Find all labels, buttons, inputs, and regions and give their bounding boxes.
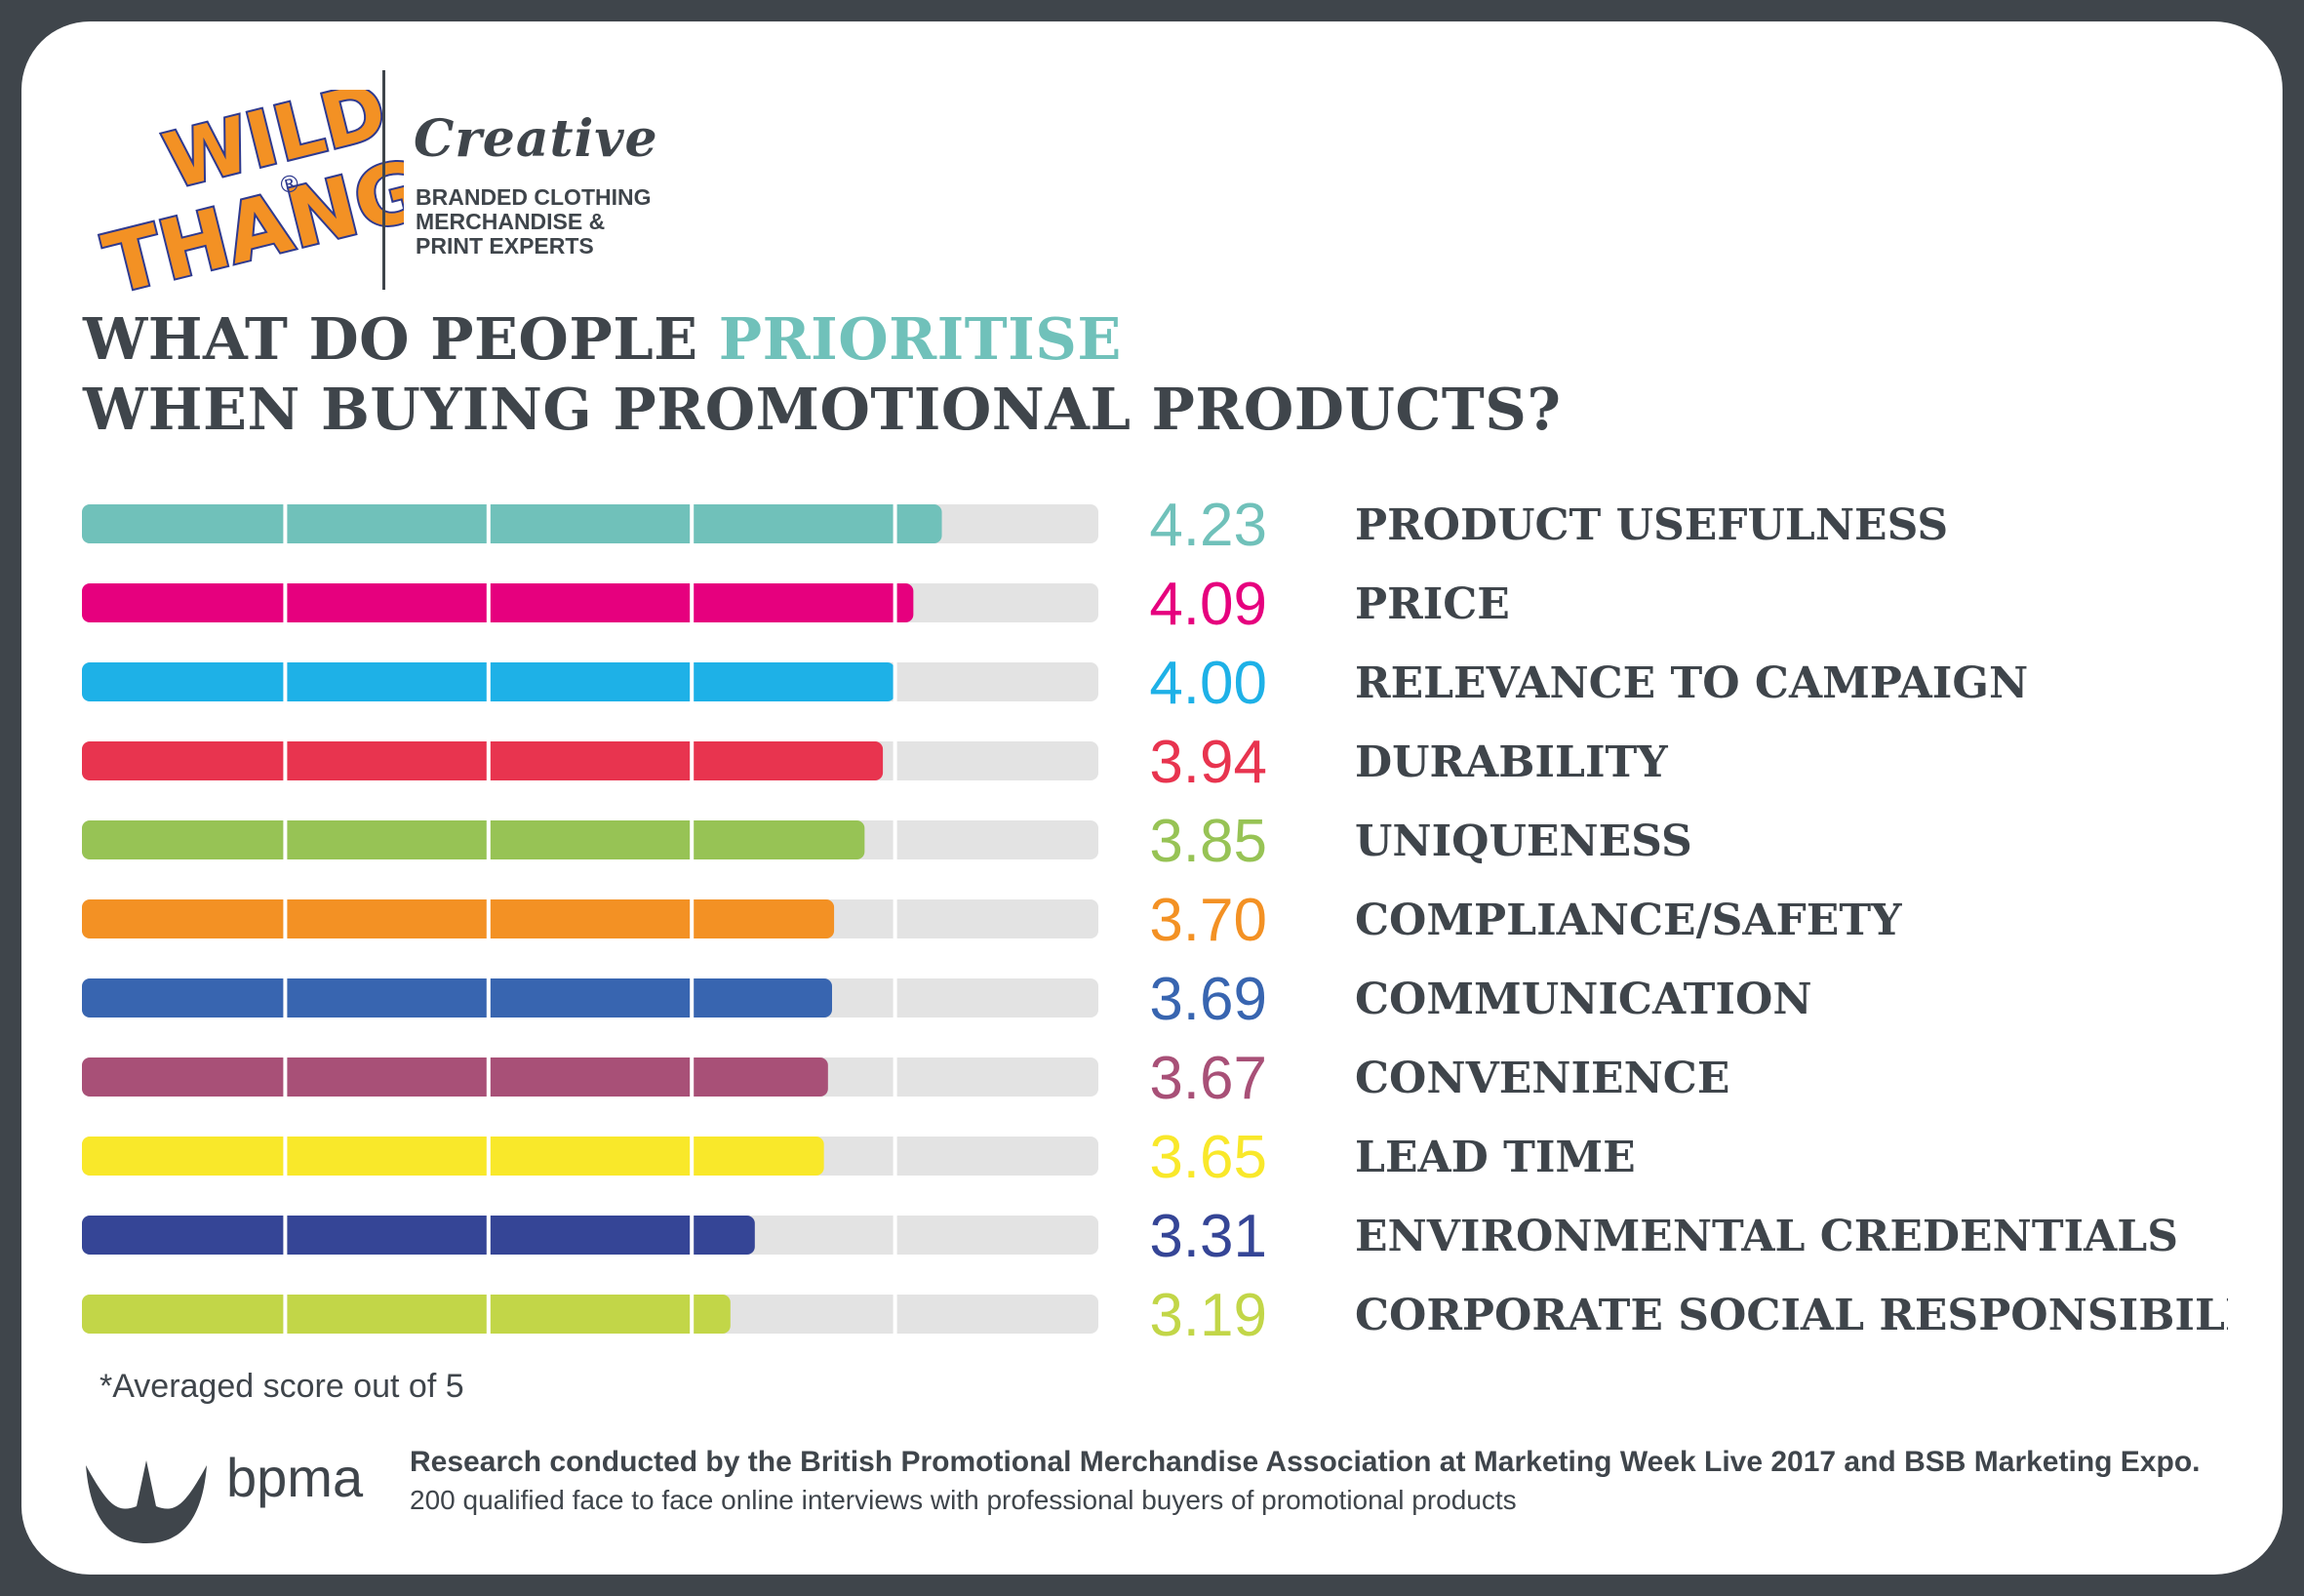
tagline-line: MERCHANDISE & (416, 209, 606, 234)
bar-segment-divider (893, 1216, 897, 1255)
bar (82, 1057, 828, 1097)
bar-segment-divider (690, 1137, 695, 1176)
bar-segment-divider (893, 1057, 897, 1097)
title-text: WHAT DO PEOPLE (83, 305, 719, 373)
value-label: 3.94 (1149, 729, 1267, 796)
bar-segment-divider (283, 820, 288, 859)
bar-segment-divider (690, 504, 695, 543)
bar-segment-divider (690, 1057, 695, 1097)
value-label: 4.09 (1149, 571, 1267, 638)
category-label: UNIQUENESS (1355, 817, 1692, 866)
chart-title: WHAT DO PEOPLE PRIORITISE WHEN BUYING PR… (83, 304, 1561, 445)
bar-segment-divider (690, 662, 695, 701)
title-accent: PRIORITISE (718, 305, 1122, 373)
bar-segment-divider (893, 741, 897, 780)
infographic-card: WILD THANG ® Creative BRANDED CLOTHING M… (21, 21, 2283, 1575)
bar-segment-divider (893, 583, 897, 622)
research-note: Research conducted by the British Promot… (410, 1446, 2263, 1516)
value-label: 3.85 (1149, 808, 1267, 875)
tagline-line: PRINT EXPERTS (416, 233, 594, 259)
bar-segment-divider (486, 899, 491, 938)
category-label: RELEVANCE TO CAMPAIGN (1355, 658, 2028, 708)
value-label: 3.69 (1149, 966, 1267, 1033)
value-label: 3.19 (1149, 1282, 1267, 1349)
bar-segment-divider (486, 1057, 491, 1097)
bar-segment-divider (486, 741, 491, 780)
bar (82, 1295, 731, 1334)
bar-segment-divider (893, 1137, 897, 1176)
bar-segment-divider (283, 1216, 288, 1255)
tagline-line: BRANDED CLOTHING (416, 184, 652, 210)
bar-segment-divider (283, 741, 288, 780)
bar-segment-divider (486, 583, 491, 622)
bar (82, 1216, 755, 1255)
bpma-logo (78, 1446, 390, 1553)
title-line-2: WHEN BUYING PROMOTIONAL PRODUCTS? (83, 376, 1562, 443)
bar-segment-divider (893, 504, 897, 543)
wild-thang-logo: WILD THANG ® (82, 90, 404, 299)
category-label: CONVENIENCE (1355, 1054, 1729, 1103)
bpma-crown-icon (86, 1460, 207, 1543)
bar-segment-divider (893, 662, 897, 701)
category-label: DURABILITY (1355, 738, 1668, 787)
bar (82, 1137, 824, 1176)
brand-tagline: BRANDED CLOTHING MERCHANDISE & PRINT EXP… (416, 185, 728, 259)
bar (82, 583, 914, 622)
category-label: PRODUCT USEFULNESS (1355, 500, 1948, 550)
category-label: PRICE (1355, 579, 1510, 629)
category-label: ENVIRONMENTAL CREDENTIALS (1355, 1212, 2178, 1261)
value-label: 3.31 (1149, 1203, 1267, 1270)
value-label: 4.00 (1149, 650, 1267, 717)
value-label: 3.70 (1149, 887, 1267, 954)
bar-segment-divider (893, 820, 897, 859)
bar (82, 899, 835, 938)
research-line-1: Research conducted by the British Promot… (410, 1446, 2201, 1478)
bar-segment-divider (690, 583, 695, 622)
footnote: *Averaged score out of 5 (99, 1368, 464, 1405)
bar-segment-divider (486, 504, 491, 543)
bar-segment-divider (486, 662, 491, 701)
bar-segment-divider (486, 1216, 491, 1255)
value-label: 4.23 (1149, 492, 1267, 559)
bar-segment-divider (690, 899, 695, 938)
bar-chart-svg: 4.23 PRODUCT USEFULNESS 4.09 PRICE 4.00 RELEV… (82, 492, 2228, 1349)
bar-segment-divider (893, 899, 897, 938)
bar-segment-divider (283, 899, 288, 938)
bar-chart: 4.23 PRODUCT USEFULNESS 4.09 PRICE 4.00 RELEV… (82, 480, 2228, 1387)
bar-segment-divider (283, 1295, 288, 1334)
bar-segment-divider (486, 1137, 491, 1176)
bar-segment-divider (283, 583, 288, 622)
research-line-2: 200 qualified face to face online interv… (410, 1485, 1517, 1515)
bpma-wordmark: bpma (226, 1447, 364, 1508)
bar (82, 741, 884, 780)
title-line-1: WHAT DO PEOPLE PRIORITISE (83, 304, 1561, 375)
bar (82, 504, 942, 543)
bar-segment-divider (690, 1216, 695, 1255)
bar-segment-divider (283, 1057, 288, 1097)
header-divider (382, 70, 385, 290)
bar-segment-divider (690, 741, 695, 780)
bar-segment-divider (283, 504, 288, 543)
bar-segment-divider (283, 1137, 288, 1176)
category-label: COMPLIANCE/SAFETY (1355, 896, 1902, 945)
bar-segment-divider (690, 1295, 695, 1334)
bar-segment-divider (893, 978, 897, 1017)
bar-segment-divider (283, 662, 288, 701)
bar-segment-divider (690, 820, 695, 859)
bar-segment-divider (486, 978, 491, 1017)
bar-segment-divider (690, 978, 695, 1017)
bar-segment-divider (486, 820, 491, 859)
bar-segment-divider (486, 1295, 491, 1334)
category-label: CORPORATE SOCIAL RESPONSIBILITY (1355, 1291, 2228, 1340)
category-label: LEAD TIME (1355, 1133, 1636, 1182)
value-label: 3.65 (1149, 1124, 1267, 1191)
bar-segment-divider (283, 978, 288, 1017)
bar (82, 820, 865, 859)
value-label: 3.67 (1149, 1045, 1267, 1112)
bar-segment-divider (893, 1295, 897, 1334)
creative-label: Creative (414, 109, 658, 169)
category-label: COMMUNICATION (1355, 975, 1812, 1024)
bar (82, 978, 832, 1017)
